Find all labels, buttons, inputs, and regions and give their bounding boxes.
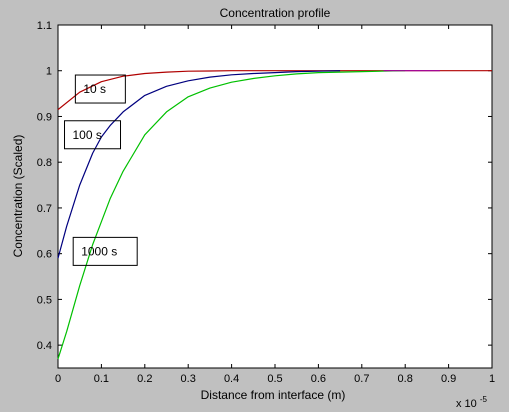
y-tick-label: 0.8 bbox=[37, 157, 52, 169]
x-tick-label: 0.1 bbox=[94, 373, 109, 385]
annotation-frame bbox=[74, 74, 126, 104]
annotation-frame bbox=[72, 236, 138, 266]
x-tick-label: 1 bbox=[489, 373, 495, 385]
x-tick-label: 0.9 bbox=[441, 373, 456, 385]
x-tick-label: 0.4 bbox=[224, 373, 239, 385]
y-tick-label: 1 bbox=[46, 66, 52, 78]
series-lines bbox=[57, 70, 492, 360]
x-tick-label: 0.3 bbox=[181, 373, 196, 385]
series-line-1 bbox=[57, 70, 341, 259]
y-axis-ticks: 0.4 0.5 0.6 0.7 0.8 0.9 1 1.1 bbox=[37, 20, 492, 352]
y-tick-label: 1.1 bbox=[37, 20, 52, 32]
annotation-box: 10 s bbox=[74, 74, 126, 104]
x-axis-label: Distance from interface (m) bbox=[201, 388, 346, 402]
annotation-frame bbox=[64, 120, 122, 150]
x-tick-label: 0.6 bbox=[311, 373, 326, 385]
y-tick-label: 0.4 bbox=[37, 340, 52, 352]
x-tick-label: 0.2 bbox=[137, 373, 152, 385]
plot-area bbox=[57, 24, 493, 369]
y-tick-label: 0.7 bbox=[37, 203, 52, 215]
annotation-box: 1000 s bbox=[72, 236, 138, 266]
x-axis-ticks: 0 0.1 0.2 0.3 0.4 0.5 0.6 0.7 0.8 0.9 1 bbox=[55, 25, 495, 385]
curve-annotations: 10 s 100 s 1000 s bbox=[64, 74, 138, 266]
annotation-label: 100 s bbox=[73, 128, 102, 142]
annotation-box: 100 s bbox=[64, 120, 122, 150]
annotation-label: 10 s bbox=[83, 82, 106, 96]
x-axis-exponent: x 10 -5 bbox=[456, 395, 488, 410]
y-tick-label: 0.6 bbox=[37, 249, 52, 261]
x-axis-exponent-base: x 10 bbox=[456, 398, 477, 410]
annotation-label: 1000 s bbox=[81, 244, 117, 258]
x-tick-label: 0.8 bbox=[398, 373, 413, 385]
series-line-2 bbox=[57, 70, 406, 360]
x-tick-label: 0 bbox=[55, 373, 61, 385]
x-axis-exponent-power: -5 bbox=[480, 395, 488, 404]
x-tick-label: 0.7 bbox=[354, 373, 369, 385]
x-tick-label: 0.5 bbox=[267, 373, 282, 385]
y-axis-label: Concentration (Scaled) bbox=[11, 135, 25, 258]
y-tick-label: 0.9 bbox=[37, 111, 52, 123]
y-tick-label: 0.5 bbox=[37, 294, 52, 306]
chart-title: Concentration profile bbox=[220, 6, 331, 20]
